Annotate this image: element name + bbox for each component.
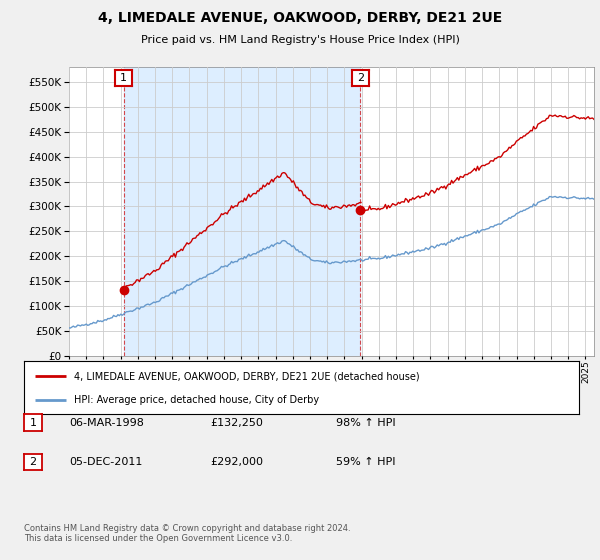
Text: 98% ↑ HPI: 98% ↑ HPI [336,418,395,428]
Text: 1: 1 [29,418,37,428]
Text: 4, LIMEDALE AVENUE, OAKWOOD, DERBY, DE21 2UE: 4, LIMEDALE AVENUE, OAKWOOD, DERBY, DE21… [98,11,502,25]
Text: 59% ↑ HPI: 59% ↑ HPI [336,457,395,467]
Text: Price paid vs. HM Land Registry's House Price Index (HPI): Price paid vs. HM Land Registry's House … [140,35,460,45]
Text: HPI: Average price, detached house, City of Derby: HPI: Average price, detached house, City… [74,394,319,404]
Text: 4, LIMEDALE AVENUE, OAKWOOD, DERBY, DE21 2UE (detached house): 4, LIMEDALE AVENUE, OAKWOOD, DERBY, DE21… [74,371,419,381]
Text: £292,000: £292,000 [210,457,263,467]
Text: Contains HM Land Registry data © Crown copyright and database right 2024.
This d: Contains HM Land Registry data © Crown c… [24,524,350,543]
Text: £132,250: £132,250 [210,418,263,428]
Text: 1: 1 [120,73,127,83]
Text: 06-MAR-1998: 06-MAR-1998 [69,418,144,428]
Text: 2: 2 [29,457,37,467]
Text: 2: 2 [356,73,364,83]
Bar [124,67,360,356]
Text: 05-DEC-2011: 05-DEC-2011 [69,457,142,467]
